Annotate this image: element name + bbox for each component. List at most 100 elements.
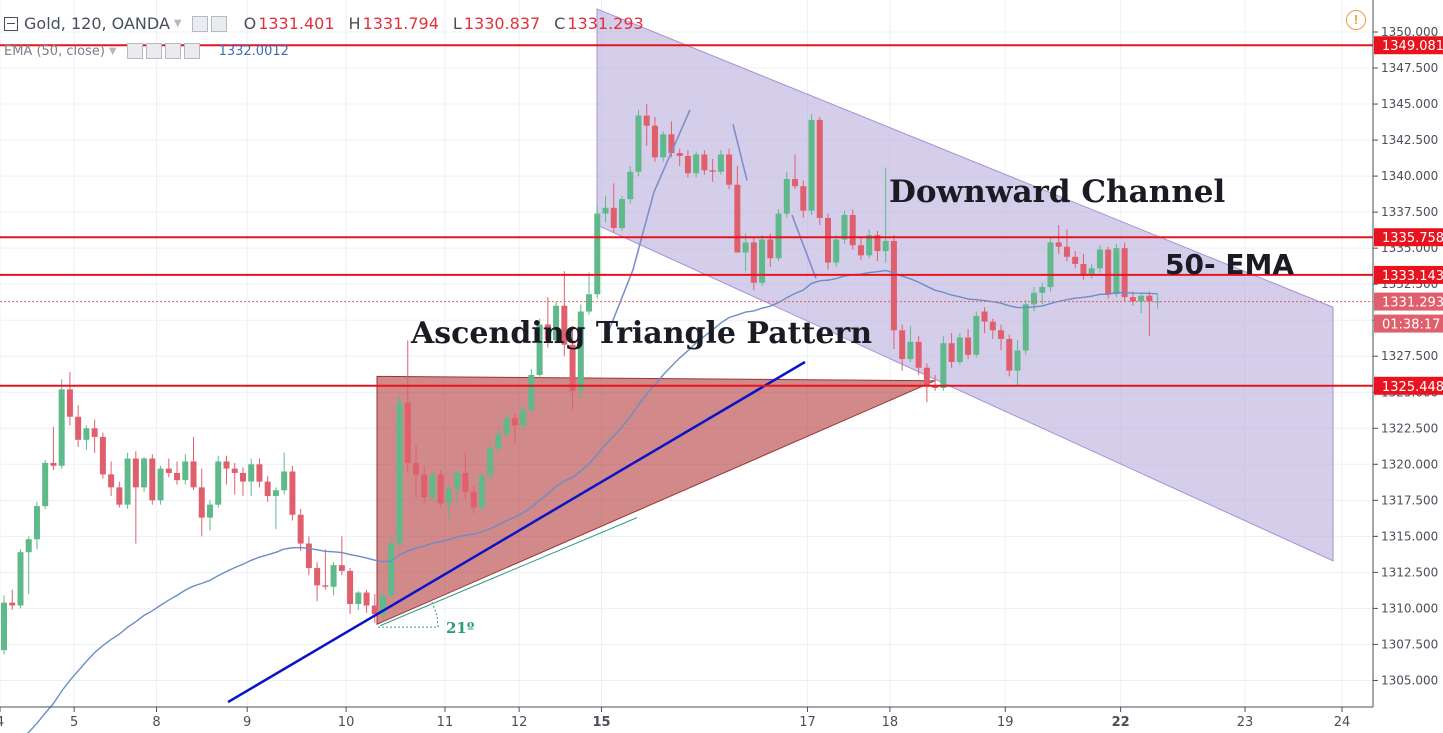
candle [709, 158, 716, 182]
candle [75, 405, 82, 448]
warning-icon[interactable]: ! [1346, 10, 1366, 30]
candle-body [610, 207, 617, 228]
candle-body [956, 337, 963, 362]
downward-channel [596, 8, 1334, 562]
candle [792, 154, 799, 190]
candle [841, 210, 848, 244]
candle [569, 325, 576, 410]
candle-body [314, 568, 321, 586]
candle [701, 150, 708, 175]
candle [141, 457, 148, 492]
candle-body [380, 595, 387, 615]
candle [454, 470, 461, 505]
candle [635, 109, 642, 177]
candle [281, 452, 288, 495]
candle [775, 209, 782, 262]
chevron-down-icon[interactable]: ▼ [108, 45, 117, 57]
candle [783, 171, 790, 218]
x-tick-label: 18 [882, 715, 899, 730]
candle-body [355, 592, 362, 605]
candle [594, 206, 601, 299]
gear-icon[interactable] [145, 43, 162, 59]
candle-body [58, 389, 65, 466]
candle-body [108, 474, 115, 488]
x-tick-label: 9 [243, 715, 251, 730]
candle [923, 363, 930, 403]
annotations: Downward Channel Ascending Triangle Patte… [410, 174, 1294, 637]
candle-body [882, 240, 889, 252]
candle-body [330, 565, 337, 587]
candle-body [553, 305, 560, 341]
candle [223, 455, 230, 485]
ema-label[interactable]: EMA (50, close) [4, 43, 105, 59]
candles [1, 104, 1161, 655]
trend-line [227, 360, 806, 704]
level-tag-3-bg [1374, 376, 1443, 395]
candle [866, 229, 873, 259]
candle-body [726, 154, 733, 185]
candle [66, 372, 73, 426]
candle-body [83, 428, 90, 440]
gear-icon[interactable] [210, 15, 227, 32]
candle [816, 117, 823, 226]
y-tick-label: 1315.000 [1381, 529, 1438, 543]
candle [429, 471, 436, 502]
candle [717, 150, 724, 175]
candle [462, 452, 469, 499]
candle-body [1096, 249, 1103, 269]
candle-body [594, 213, 601, 295]
candle-body [9, 602, 16, 606]
x-tick-label: 10 [338, 715, 355, 730]
eye-icon[interactable] [126, 43, 143, 59]
arrow-1 [732, 124, 748, 181]
candle-body [923, 367, 930, 386]
candle-body [50, 462, 57, 466]
candle [742, 233, 749, 272]
label-ema: 50- EMA [1165, 248, 1294, 281]
label-downward-channel: Downward Channel [889, 174, 1225, 210]
candle-body [561, 305, 568, 345]
symbol-title[interactable]: Gold, 120, OANDA [24, 14, 170, 33]
collapse-icon[interactable] [4, 16, 18, 31]
candle-body [544, 324, 551, 341]
candle-body [25, 539, 32, 553]
last-price-tag: 1331.293 [1374, 292, 1443, 311]
candle [989, 318, 996, 339]
candle-body [783, 178, 790, 214]
candle-body [651, 125, 658, 158]
angle-line [379, 517, 638, 627]
candle [660, 131, 667, 162]
candle-body [1121, 248, 1128, 298]
candle-body [421, 474, 428, 498]
candle-body [322, 585, 329, 587]
x-tick-label: 19 [997, 715, 1014, 730]
candle-body [462, 472, 469, 492]
candle [272, 487, 279, 530]
candle-body [239, 472, 246, 482]
level-tag-0-text: 1349.081 [1382, 39, 1443, 54]
candle [981, 307, 988, 334]
candle-body [643, 115, 650, 126]
time-axis[interactable]: 4 5 8 9 10 11 12 15 17 18 19 22 23 24 [0, 707, 1350, 730]
chevron-down-icon[interactable]: ▼ [173, 18, 182, 29]
plus-icon[interactable] [164, 43, 181, 59]
candle-body [709, 170, 716, 172]
close-icon[interactable] [183, 43, 200, 59]
candle [577, 304, 584, 399]
candle [50, 426, 57, 471]
candle-body [429, 474, 436, 498]
candle [124, 452, 131, 509]
candle [1047, 236, 1054, 292]
levels [0, 44, 1373, 387]
eye-icon[interactable] [191, 15, 208, 32]
candle-body [454, 472, 461, 489]
candle-body [297, 514, 304, 544]
candle [965, 328, 972, 360]
candle [1096, 245, 1103, 273]
candle-body [1047, 242, 1054, 288]
price-axis[interactable]: 1305.000 1307.500 1310.000 1312.500 1315.000… [1373, 25, 1438, 687]
candle-body [1072, 256, 1079, 265]
candle [421, 465, 428, 504]
x-tick-label: 12 [511, 715, 528, 730]
